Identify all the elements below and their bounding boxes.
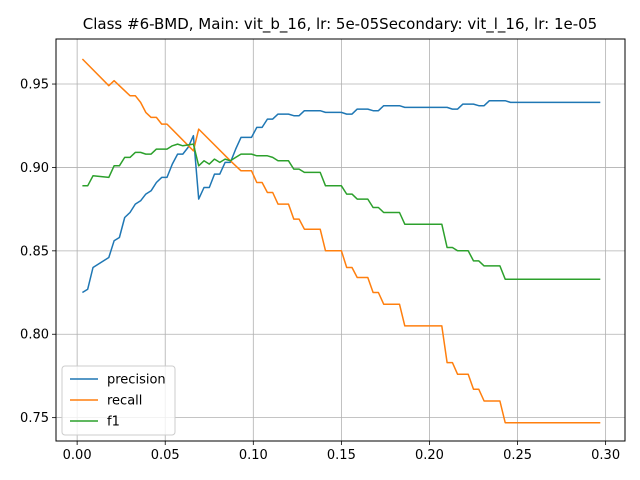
x-tick-label: 0.00 xyxy=(63,448,92,463)
x-tick-label: 0.15 xyxy=(327,448,356,463)
x-tick-label: 0.10 xyxy=(239,448,268,463)
x-tick-label: 0.25 xyxy=(503,448,532,463)
y-tick-label: 0.95 xyxy=(20,78,49,93)
y-tick-label: 0.75 xyxy=(20,411,49,426)
legend-label-precision: precision xyxy=(107,373,166,388)
legend: precision recall f1 xyxy=(61,365,176,436)
series-line-precision xyxy=(82,99,601,294)
x-tick-label: 0.05 xyxy=(151,448,180,463)
y-tick-label: 0.80 xyxy=(20,328,49,343)
x-tick-label: 0.30 xyxy=(591,448,620,463)
x-tick-label: 0.20 xyxy=(415,448,444,463)
y-tick-label: 0.90 xyxy=(20,161,49,176)
y-tick-label: 0.85 xyxy=(20,244,49,259)
legend-label-recall: recall xyxy=(107,394,142,409)
plot-series xyxy=(81,58,601,424)
series-line-f1 xyxy=(82,143,601,280)
plot-frame xyxy=(55,38,626,442)
legend-box xyxy=(61,365,176,436)
series-line-recall xyxy=(81,58,601,424)
legend-label-f1: f1 xyxy=(107,415,120,430)
chart-title: Class #6-BMD, Main: vit_b_16, lr: 5e-05S… xyxy=(83,15,597,34)
axis-ticks: 0.00 0.05 0.10 0.15 0.20 0.25 0.30 0.75 0.80 0.85… xyxy=(20,78,620,463)
